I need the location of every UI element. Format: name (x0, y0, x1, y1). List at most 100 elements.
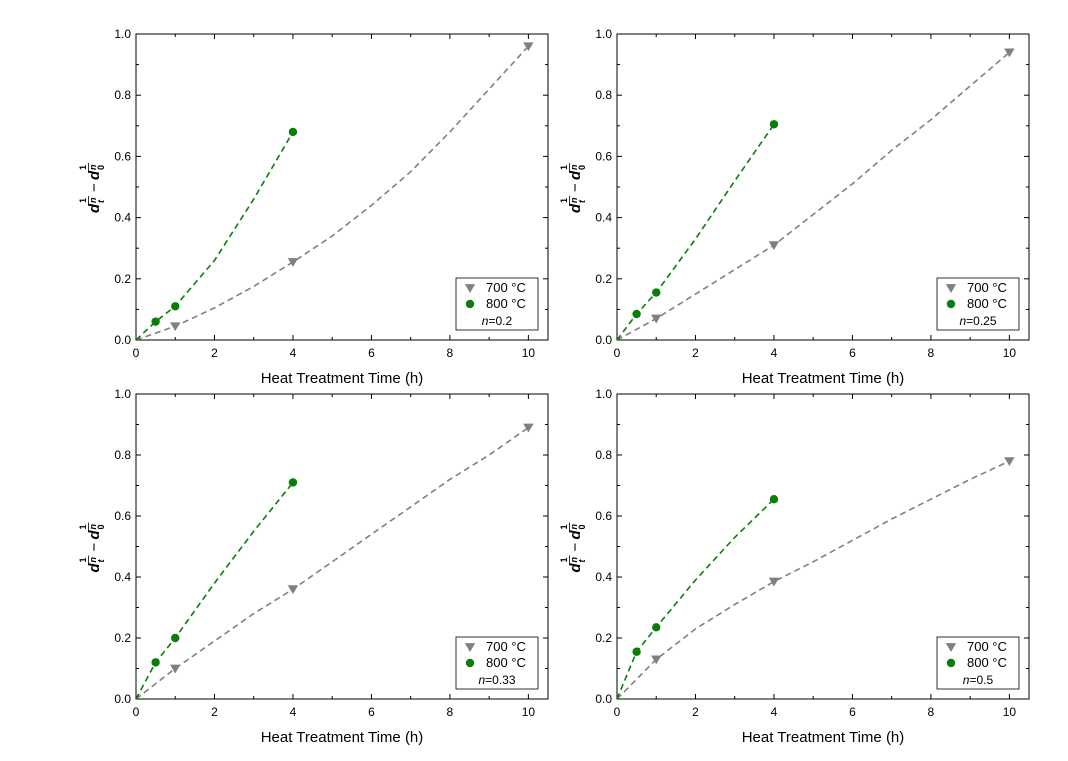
data-point-800 (288, 478, 298, 487)
x-tick-label: 4 (290, 705, 297, 719)
n-annotation: n=0.5 (963, 673, 994, 687)
plot-area (617, 457, 1015, 699)
y-axis-label (77, 162, 107, 214)
y-tick-label: 0.2 (114, 272, 131, 286)
data-point-700 (1004, 457, 1015, 467)
y-tick-label: 0.0 (595, 692, 612, 706)
x-tick-label: 2 (692, 705, 699, 719)
data-point-800 (632, 309, 641, 319)
x-tick-label: 0 (614, 705, 621, 719)
data-point-800 (652, 288, 661, 297)
y-tick-label: 1.0 (114, 387, 131, 401)
fit-curve-800 (136, 481, 294, 699)
x-tick-label: 10 (522, 346, 536, 360)
data-point-700 (523, 42, 534, 52)
x-tick-label: 2 (211, 705, 218, 719)
x-tick-label: 10 (1003, 705, 1017, 719)
fit-curve-800 (617, 123, 775, 340)
x-tick-label: 2 (211, 346, 218, 360)
data-point-700 (287, 585, 299, 595)
x-tick-label: 4 (771, 346, 778, 360)
n-annotation: n=0.33 (478, 673, 515, 687)
data-point-700 (170, 322, 181, 332)
y-tick-label: 0.2 (114, 631, 131, 645)
legend-marker (945, 643, 957, 652)
chart-panel-3: 0 2 4 6 8 10 0.0 0.2 0.4 0.6 0.8 1.0 Heat Treatment … (77, 387, 549, 746)
legend-label: 700 °C (967, 280, 1007, 295)
y-tick-label: 0.2 (595, 631, 612, 645)
legend-marker (465, 299, 475, 309)
plot-area (136, 423, 534, 699)
x-tick-label: 4 (290, 346, 297, 360)
legend-marker (946, 299, 956, 309)
y-tick-label: 0.6 (114, 509, 131, 523)
data-point-700 (768, 241, 780, 251)
x-tick-label: 6 (368, 346, 375, 360)
data-point-700 (287, 258, 299, 267)
fit-curve-700 (617, 460, 1010, 699)
x-tick-label: 10 (522, 705, 536, 719)
y-tick-label: 0.8 (114, 88, 131, 102)
y-tick-label: 1.0 (595, 387, 612, 401)
legend-label: 700 °C (486, 280, 526, 295)
y-tick-label: 0.8 (114, 448, 131, 462)
data-point-700 (768, 577, 780, 587)
x-tick-label: 4 (771, 705, 778, 719)
y-axis-label (558, 522, 588, 573)
y-tick-label: 0.6 (114, 149, 131, 163)
data-point-700 (1004, 48, 1015, 58)
fit-curve-700 (136, 426, 529, 699)
x-tick-label: 6 (368, 705, 375, 719)
data-point-700 (170, 664, 181, 674)
y-axis-label (558, 162, 588, 214)
y-tick-label: 0.6 (595, 149, 612, 163)
data-point-700 (523, 423, 534, 433)
y-axis-label (77, 522, 107, 573)
data-point-800 (171, 633, 180, 643)
x-axis-label: Heat Treatment Time (h) (742, 729, 905, 746)
data-point-700 (651, 314, 662, 324)
y-tick-label: 0.6 (595, 509, 612, 523)
y-tick-label: 0.0 (114, 333, 131, 347)
legend-label: 800 °C (486, 296, 526, 311)
y-tick-label: 0.2 (595, 272, 612, 286)
y-tick-label: 0.4 (114, 570, 131, 584)
x-axis-label: Heat Treatment Time (h) (742, 370, 905, 387)
fit-curve-700 (617, 51, 1010, 340)
x-tick-label: 2 (692, 346, 699, 360)
y-tick-label: 0.8 (595, 88, 612, 102)
legend-marker (465, 658, 475, 668)
legend-marker (464, 643, 476, 652)
n-annotation: n=0.25 (959, 314, 996, 328)
y-tick-label: 0.4 (114, 211, 131, 225)
y-tick-label: 1.0 (114, 27, 131, 41)
y-tick-label: 0.4 (595, 211, 612, 225)
x-tick-label: 8 (928, 705, 935, 719)
y-tick-label: 0.0 (114, 692, 131, 706)
x-tick-label: 10 (1003, 346, 1017, 360)
data-point-800 (652, 623, 661, 632)
fit-curve-800 (136, 131, 294, 340)
legend-label: 700 °C (486, 639, 526, 654)
y-tick-label: 1.0 (595, 27, 612, 41)
y-tick-label: 0.0 (595, 333, 612, 347)
data-point-700 (651, 655, 662, 665)
data-point-800 (769, 120, 779, 129)
plot-area (617, 48, 1015, 340)
data-point-800 (288, 127, 298, 137)
legend-label: 800 °C (486, 655, 526, 670)
data-point-800 (151, 658, 160, 667)
x-tick-label: 8 (447, 705, 454, 719)
chart-panel-4: 0 2 4 6 8 10 0.0 0.2 0.4 0.6 0.8 1.0 Heat Treatment … (558, 387, 1030, 746)
legend-label: 700 °C (967, 639, 1007, 654)
plot-area (136, 42, 534, 340)
chart-panel-1: 0 2 4 6 8 10 0.0 0.2 0.4 0.6 0.8 1.0 Heat Treatment … (77, 27, 549, 387)
x-axis-label: Heat Treatment Time (h) (261, 370, 424, 387)
x-tick-label: 0 (614, 346, 621, 360)
x-tick-label: 0 (133, 705, 140, 719)
data-point-800 (769, 495, 779, 504)
legend-label: 800 °C (967, 296, 1007, 311)
